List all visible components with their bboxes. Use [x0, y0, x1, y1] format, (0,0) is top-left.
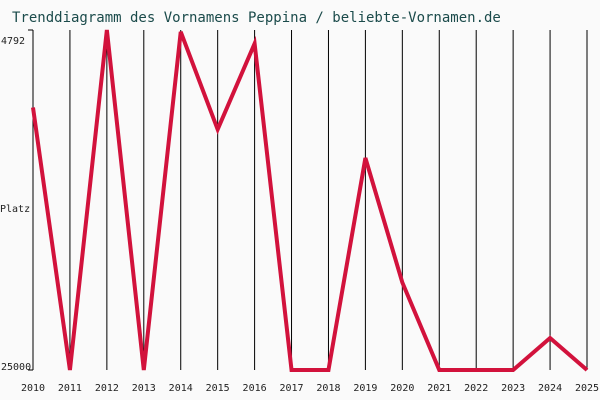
x-tick-label: 2021: [427, 383, 451, 394]
x-tick-label: 2011: [58, 383, 82, 394]
x-tick-label: 2012: [95, 383, 119, 394]
x-tick-label: 2015: [206, 383, 230, 394]
x-tick-label: 2025: [575, 383, 599, 394]
x-tick-label: 2017: [279, 383, 303, 394]
x-tick-label: 2024: [538, 383, 562, 394]
y-tick-label: 25000: [1, 362, 31, 373]
data-line: [31, 29, 589, 372]
x-tick-label: 2014: [169, 383, 193, 394]
x-tick-label: 2016: [243, 383, 267, 394]
chart-title: Trenddiagramm des Vornamens Peppina / be…: [12, 10, 501, 26]
x-tick-label: 2010: [21, 383, 45, 394]
x-tick-label: 2022: [464, 383, 488, 394]
y-tick-label: 4792: [1, 36, 25, 47]
x-tick-label: 2013: [132, 383, 156, 394]
x-tick-label: 2018: [316, 383, 340, 394]
y-axis-label: Platz: [0, 204, 30, 215]
x-tick-label: 2023: [501, 383, 525, 394]
x-tick-label: 2020: [390, 383, 414, 394]
x-tick-label: 2019: [353, 383, 377, 394]
